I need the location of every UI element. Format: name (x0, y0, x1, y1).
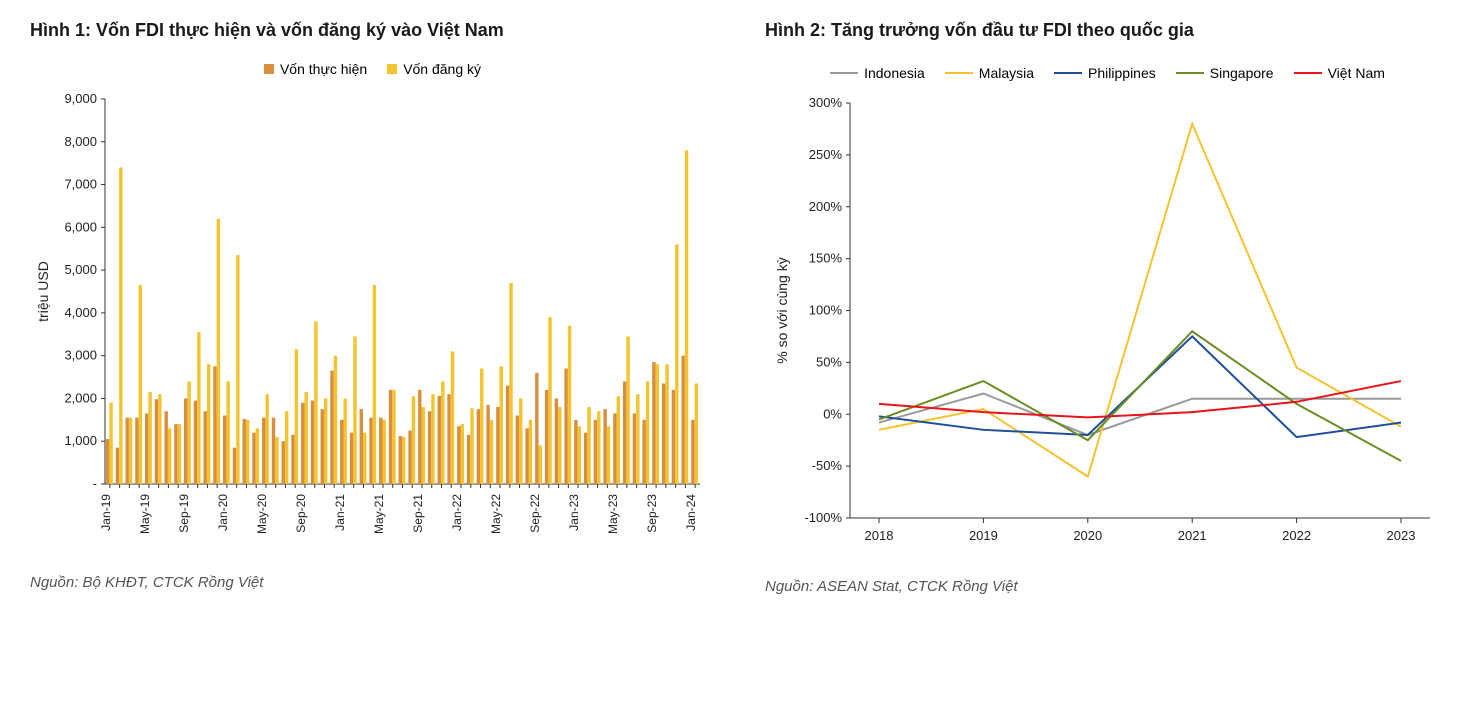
svg-text:9,000: 9,000 (64, 91, 97, 106)
legend-swatch (945, 72, 973, 74)
legend-item: Malaysia (945, 65, 1034, 81)
legend-label: Philippines (1088, 65, 1156, 81)
svg-text:Jan-21: Jan-21 (333, 494, 347, 531)
legend-item: Singapore (1176, 65, 1274, 81)
svg-text:150%: 150% (809, 251, 843, 266)
svg-text:100%: 100% (809, 303, 843, 318)
svg-text:2020: 2020 (1073, 528, 1102, 543)
legend-label: Singapore (1210, 65, 1274, 81)
svg-text:3,000: 3,000 (64, 348, 97, 363)
panel-2-title: Hình 2: Tăng trưởng vốn đầu tư FDI theo … (765, 20, 1450, 41)
svg-text:Jan-22: Jan-22 (450, 494, 464, 531)
svg-text:300%: 300% (809, 95, 843, 110)
svg-text:Sep-20: Sep-20 (294, 494, 308, 533)
legend-swatch (1176, 72, 1204, 74)
legend-item: Indonesia (830, 65, 925, 81)
legend-label: Việt Nam (1328, 65, 1385, 81)
chart-2-legend: Indonesia Malaysia Philippines Singapore Việ… (765, 61, 1450, 85)
legend-item: Philippines (1054, 65, 1156, 81)
svg-text:0%: 0% (823, 406, 842, 421)
svg-text:2019: 2019 (969, 528, 998, 543)
legend-swatch (830, 72, 858, 74)
svg-text:2,000: 2,000 (64, 390, 97, 405)
svg-text:7,000: 7,000 (64, 177, 97, 192)
svg-text:250%: 250% (809, 147, 843, 162)
svg-text:2018: 2018 (865, 528, 894, 543)
panel-2: Hình 2: Tăng trưởng vốn đầu tư FDI theo … (765, 20, 1450, 595)
svg-text:Sep-22: Sep-22 (528, 494, 542, 533)
chart-2-wrap: Indonesia Malaysia Philippines Singapore Việ… (765, 61, 1450, 563)
svg-text:-: - (93, 476, 97, 491)
svg-text:2022: 2022 (1282, 528, 1311, 543)
svg-text:50%: 50% (816, 354, 842, 369)
legend-label: Vốn đăng ký (403, 61, 481, 77)
svg-text:Jan-23: Jan-23 (567, 494, 581, 531)
svg-text:May-21: May-21 (372, 494, 386, 534)
chart-1-wrap: Vốn thực hiện Vốn đăng ký - 1,000 2,000 3,00… (30, 61, 715, 559)
chart-1-legend: Vốn thực hiện Vốn đăng ký (30, 61, 715, 81)
svg-text:May-23: May-23 (606, 494, 620, 534)
legend-item: Vốn đăng ký (387, 61, 481, 77)
legend-swatch (264, 64, 274, 74)
chart-2-svg: -100% -50% 0% 50% 100% 150% 200% 250% 300% % so v… (765, 93, 1445, 563)
svg-text:May-19: May-19 (138, 494, 152, 534)
svg-text:200%: 200% (809, 199, 843, 214)
chart-1-svg: - 1,000 2,000 3,000 4,000 5,000 6,000 7,000 8,00… (30, 89, 710, 559)
panel-1-source: Nguồn: Bộ KHĐT, CTCK Rồng Việt (30, 574, 715, 591)
svg-text:Sep-21: Sep-21 (411, 494, 425, 533)
svg-text:-50%: -50% (812, 458, 843, 473)
legend-label: Indonesia (864, 65, 925, 81)
panel-2-source: Nguồn: ASEAN Stat, CTCK Rồng Việt (765, 578, 1450, 595)
svg-text:triệu USD: triệu USD (35, 261, 51, 322)
legend-swatch (1294, 72, 1322, 74)
legend-swatch (1054, 72, 1082, 74)
svg-text:6,000: 6,000 (64, 219, 97, 234)
svg-text:-100%: -100% (804, 510, 842, 525)
svg-text:4,000: 4,000 (64, 305, 97, 320)
legend-swatch (387, 64, 397, 74)
legend-label: Malaysia (979, 65, 1034, 81)
svg-text:2023: 2023 (1387, 528, 1416, 543)
legend-label: Vốn thực hiện (280, 61, 367, 77)
svg-text:% so với cùng kỳ: % so với cùng kỳ (774, 257, 790, 363)
svg-text:May-20: May-20 (255, 494, 269, 534)
svg-text:8,000: 8,000 (64, 134, 97, 149)
svg-text:Sep-23: Sep-23 (645, 494, 659, 533)
svg-text:2021: 2021 (1178, 528, 1207, 543)
svg-text:5,000: 5,000 (64, 262, 97, 277)
panel-1: Hình 1: Vốn FDI thực hiện và vốn đăng ký… (30, 20, 715, 595)
svg-text:Jan-20: Jan-20 (216, 494, 230, 531)
svg-text:1,000: 1,000 (64, 433, 97, 448)
svg-text:Jan-24: Jan-24 (684, 494, 698, 531)
legend-item: Việt Nam (1294, 65, 1385, 81)
legend-item: Vốn thực hiện (264, 61, 367, 77)
panel-1-title: Hình 1: Vốn FDI thực hiện và vốn đăng ký… (30, 20, 715, 41)
svg-text:Jan-19: Jan-19 (99, 494, 113, 531)
svg-text:Sep-19: Sep-19 (177, 494, 191, 533)
svg-text:May-22: May-22 (489, 494, 503, 534)
